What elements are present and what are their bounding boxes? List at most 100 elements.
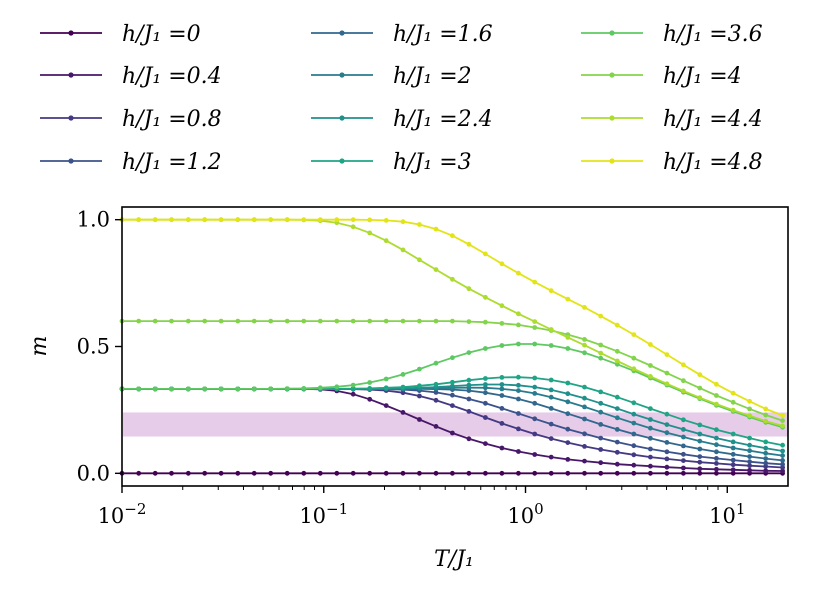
data-point xyxy=(763,418,769,424)
data-point xyxy=(334,384,340,390)
data-point xyxy=(516,470,521,476)
data-point xyxy=(614,322,620,328)
data-point xyxy=(317,385,323,391)
data-point xyxy=(301,318,307,324)
data-point xyxy=(714,435,719,441)
data-point xyxy=(730,431,736,437)
data-point xyxy=(582,444,587,449)
data-point xyxy=(582,470,587,476)
data-point xyxy=(631,400,637,406)
data-point xyxy=(598,400,604,406)
data-point xyxy=(780,448,785,454)
data-point xyxy=(499,421,505,426)
data-point xyxy=(367,470,373,476)
data-point xyxy=(466,319,472,324)
data-point xyxy=(450,233,455,239)
data-point xyxy=(417,417,422,422)
legend-label: h/J₁ =0.8 xyxy=(122,107,222,132)
data-point xyxy=(582,431,587,437)
data-point xyxy=(780,462,785,467)
data-point xyxy=(268,386,274,392)
data-point xyxy=(747,459,752,465)
data-point xyxy=(483,400,488,406)
data-point xyxy=(681,388,686,394)
data-point xyxy=(664,456,670,462)
data-point xyxy=(499,375,505,380)
data-point xyxy=(747,454,752,459)
data-point xyxy=(714,393,719,398)
data-point xyxy=(763,412,769,418)
legend-item: h/J₁ =2.4 xyxy=(311,107,493,132)
data-point xyxy=(565,411,571,417)
data-point xyxy=(483,390,488,396)
data-point xyxy=(185,318,191,324)
data-point xyxy=(681,443,686,449)
data-point xyxy=(450,430,455,436)
data-point xyxy=(598,470,604,476)
data-point xyxy=(697,395,703,401)
data-point xyxy=(614,439,620,445)
data-point xyxy=(582,350,587,356)
data-point xyxy=(648,425,653,431)
data-point xyxy=(763,450,769,456)
data-point xyxy=(631,355,637,361)
data-point xyxy=(565,380,571,386)
data-point xyxy=(598,389,604,395)
data-point xyxy=(714,466,719,472)
data-point xyxy=(598,460,604,466)
data-point xyxy=(169,217,174,223)
data-point xyxy=(367,386,373,391)
data-point xyxy=(516,449,521,454)
data-point xyxy=(350,470,356,476)
data-point xyxy=(483,319,488,325)
data-point xyxy=(681,470,686,476)
data-point xyxy=(466,396,472,402)
data-point xyxy=(747,448,752,454)
data-point xyxy=(499,393,505,398)
data-point xyxy=(598,435,604,441)
data-point xyxy=(400,318,406,324)
data-point xyxy=(284,386,290,391)
data-point xyxy=(400,247,406,253)
data-point xyxy=(483,415,488,420)
data-point xyxy=(664,430,670,436)
data-point xyxy=(582,305,587,310)
data-point xyxy=(714,401,719,407)
data-point xyxy=(450,379,455,385)
data-point xyxy=(681,458,686,463)
data-point xyxy=(565,440,571,445)
legend-marker xyxy=(609,30,615,36)
data-point xyxy=(697,385,703,391)
data-point xyxy=(548,288,554,294)
data-point xyxy=(532,375,538,381)
data-point xyxy=(301,217,307,223)
data-point xyxy=(780,413,785,418)
data-point xyxy=(483,382,488,387)
data-point xyxy=(664,370,670,376)
data-point xyxy=(747,463,752,469)
legend-marker xyxy=(68,72,74,78)
data-point xyxy=(697,466,703,472)
axes-frame xyxy=(121,206,789,487)
data-point xyxy=(614,415,620,421)
legend-item: h/J₁ =1.2 xyxy=(40,150,222,175)
data-point xyxy=(780,418,785,423)
data-point xyxy=(169,318,174,324)
data-point xyxy=(499,386,505,392)
data-point xyxy=(383,318,389,324)
series-4.8 xyxy=(119,217,785,418)
data-point xyxy=(614,461,620,467)
data-point xyxy=(301,470,307,476)
data-point xyxy=(251,470,257,476)
data-point xyxy=(284,318,290,324)
data-point xyxy=(664,449,670,455)
legend-label: h/J₁ =4 xyxy=(663,64,742,89)
legend-item: h/J₁ =3 xyxy=(311,150,472,175)
data-point xyxy=(218,470,224,476)
data-point xyxy=(582,416,587,422)
series-0 xyxy=(119,470,785,476)
data-point xyxy=(614,470,620,476)
data-point xyxy=(202,386,208,392)
data-point xyxy=(614,449,620,455)
data-point xyxy=(350,217,356,223)
